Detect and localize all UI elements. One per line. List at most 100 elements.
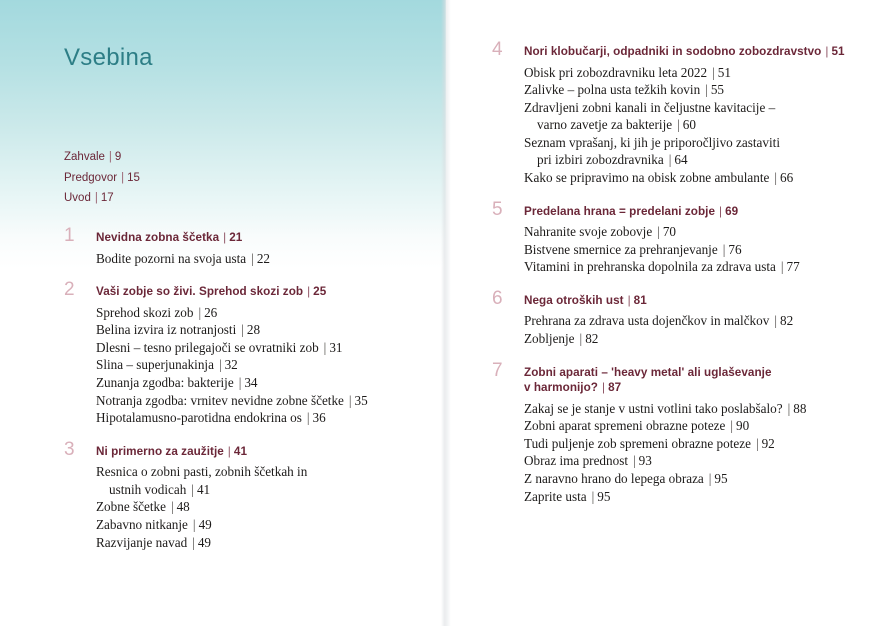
toc-subitem[interactable]: Belina izvira iz notranjosti | 28 — [96, 321, 434, 339]
toc-subitem[interactable]: Hipotalamusno-parotidna endokrina os | 36 — [96, 409, 434, 427]
chapter-block: 3 Ni primerno za zaužitje | 41 Resnica o zob… — [64, 438, 434, 552]
subitem-page-number: 60 — [682, 117, 696, 133]
subitem-text: Vitamini in prehranska dopolnila za zdra… — [524, 259, 776, 275]
subitem-page-number: 49 — [197, 534, 212, 550]
subitem-text: Hipotalamusno-parotidna endokrina os — [96, 410, 302, 426]
chapter-title: Ni primerno za zaužitje | 41 — [96, 444, 247, 460]
subitem-text: Zobljenje — [524, 331, 575, 347]
chapter-title-text: Nori klobučarji, odpadniki in sodobno zo… — [524, 45, 822, 58]
toc-subitem[interactable]: Razvijanje navad | 49 — [96, 534, 434, 552]
toc-subitem[interactable]: Resnica o zobni pasti, zobnih ščetkah in… — [96, 463, 434, 498]
subitem-page-number: 82 — [779, 313, 794, 329]
toc-subitem[interactable]: Notranja zgodba: vrnitev nevidne zobne š… — [96, 392, 434, 410]
toc-subitem[interactable]: Zobljenje | 82 — [524, 330, 887, 348]
entry-separator: | — [307, 285, 311, 299]
chapter-heading[interactable]: 2 Vaši zobje so živi. Sprehod skozi zob | 2… — [64, 280, 434, 300]
toc-subitem[interactable]: Zakaj se je stanje v ustni votlini tako … — [524, 400, 887, 418]
entry-separator: | — [787, 400, 791, 416]
toc-subitem[interactable]: Obisk pri zobozdravniku leta 2022 | 51 — [524, 64, 887, 82]
subitem-page-number: 22 — [256, 250, 270, 266]
entry-separator: | — [774, 170, 778, 186]
entry-separator: | — [825, 45, 829, 58]
subitem-text: Resnica o zobni pasti, zobnih ščetkah in — [96, 464, 308, 480]
subitem-text-line2: varno zavetje za bakterije | 60 — [524, 116, 887, 134]
subitem-page-number: 49 — [198, 517, 212, 533]
chapter-title-text: Zobni aparati – 'heavy metal' ali uglaše… — [524, 365, 772, 379]
subitem-page-number: 32 — [224, 357, 238, 373]
subitem-page-number: 92 — [761, 435, 775, 451]
toc-subitem[interactable]: Sprehod skozi zob | 26 — [96, 304, 434, 322]
chapter-title-text: Ni primerno za zaužitje — [96, 444, 224, 458]
toc-subitem[interactable]: Seznam vprašanj, ki jih je priporočljivo… — [524, 134, 887, 169]
subitem-text: Zalivke – polna usta težkih kovin — [524, 82, 701, 98]
toc-subitem[interactable]: Zunanja zgodba: bakterije | 34 — [96, 374, 434, 392]
front-matter-entry[interactable]: Zahvale | 9 — [64, 147, 404, 168]
toc-subitem[interactable]: Zalivke – polna usta težkih kovin | 55 — [524, 81, 887, 99]
subitem-list: Obisk pri zobozdravniku leta 2022 | 51 Zali… — [524, 64, 887, 187]
subitem-text: Notranja zgodba: vrnitev nevidne zobne š… — [96, 392, 344, 408]
front-matter-label: Zahvale — [64, 151, 105, 163]
toc-subitem[interactable]: Zabavno nitkanje | 49 — [96, 516, 434, 534]
toc-subitem[interactable]: Vitamini in prehranska dopolnila za zdra… — [524, 258, 887, 276]
subitem-list: Prehrana za zdrava usta dojenčkov in mal… — [524, 312, 887, 347]
toc-subitem[interactable]: Zobni aparat spremeni obrazne poteze | 90 — [524, 417, 887, 435]
toc-subitem[interactable]: Bodite pozorni na svoja usta | 22 — [96, 250, 434, 268]
chapter-heading[interactable]: 7 Zobni aparati – 'heavy metal' ali uglaš… — [492, 361, 887, 396]
entry-separator: | — [323, 339, 327, 355]
chapter-number: 1 — [64, 225, 75, 246]
subitem-text: Sprehod skozi zob — [96, 304, 194, 320]
subitem-page-number: 77 — [786, 259, 800, 275]
entry-separator: | — [774, 313, 777, 329]
chapter-heading[interactable]: 5 Predelana hrana = predelani zobje | 69 — [492, 200, 887, 220]
chapter-block: 7 Zobni aparati – 'heavy metal' ali uglaš… — [492, 361, 887, 506]
entry-separator: | — [677, 117, 680, 133]
subitem-text: Razvijanje navad — [96, 534, 188, 550]
toc-subitem[interactable]: Zaprite usta | 95 — [524, 488, 887, 506]
chapter-title-text: Vaši zobje so živi. Sprehod skozi zob — [96, 285, 304, 299]
toc-subitem[interactable]: Zdravljeni zobni kanali in čeljustne kav… — [524, 99, 887, 134]
front-matter-entry[interactable]: Uvod | 17 — [64, 188, 404, 209]
chapter-title: Nevidna zobna ščetka | 21 — [96, 230, 242, 246]
toc-subitem[interactable]: Obraz ima prednost | 93 — [524, 452, 887, 470]
toc-subitem[interactable]: Zobne ščetke | 48 — [96, 498, 434, 516]
entry-separator: | — [657, 224, 660, 240]
chapter-title-text: Nega otroških ust — [524, 293, 624, 307]
subitem-text-continuation: ustnih vodicah — [109, 481, 187, 497]
chapter-heading[interactable]: 1 Nevidna zobna ščetka | 21 — [64, 225, 434, 246]
chapter-title: Nori klobučarji, odpadniki in sodobno zo… — [524, 44, 845, 60]
toc-subitem[interactable]: Kako se pripravimo na obisk zobne ambula… — [524, 169, 887, 187]
toc-subitem[interactable]: Dlesni – tesno prilegajoči se ovratniki … — [96, 339, 434, 357]
subitem-text: Belina izvira iz notranjosti — [96, 322, 237, 338]
subitem-page-number: 28 — [246, 322, 261, 338]
toc-subitem[interactable]: Prehrana za zdrava usta dojenčkov in mal… — [524, 312, 887, 330]
chapter-number: 3 — [64, 438, 75, 460]
subitem-page-number: 36 — [312, 410, 326, 426]
chapter-block: 2 Vaši zobje so živi. Sprehod skozi zob | 2… — [64, 280, 434, 427]
entry-separator: | — [755, 435, 759, 451]
subitem-text: Zobni aparat spremeni obrazne poteze — [524, 418, 726, 434]
chapter-title: Predelana hrana = predelani zobje | 69 — [524, 204, 738, 220]
subitem-text: Slina – superjunakinja — [96, 357, 214, 373]
subitem-page-number: 76 — [728, 241, 742, 257]
chapter-page-number: 69 — [725, 204, 739, 218]
entry-separator: | — [633, 453, 636, 469]
toc-subitem[interactable]: Slina – superjunakinja | 32 — [96, 356, 434, 374]
subitem-page-number: 70 — [662, 224, 676, 240]
entry-separator: | — [192, 517, 196, 533]
entry-separator: | — [94, 192, 98, 204]
chapter-heading[interactable]: 6 Nega otroških ust | 81 — [492, 289, 887, 309]
subitem-text: Dlesni – tesno prilegajoči se ovratniki … — [96, 339, 319, 355]
toc-subitem[interactable]: Tudi puljenje zob spremeni obrazne potez… — [524, 435, 887, 453]
subitem-text: Tudi puljenje zob spremeni obrazne potez… — [524, 435, 751, 451]
chapter-heading[interactable]: 3 Ni primerno za zaužitje | 41 — [64, 438, 434, 460]
entry-separator: | — [170, 499, 174, 515]
chapter-heading[interactable]: 4 Nori klobučarji, odpadniki in sodobno z… — [492, 40, 887, 60]
toc-subitem[interactable]: Nahranite svoje zobovje | 70 — [524, 223, 887, 241]
toc-subitem[interactable]: Bistvene smernice za prehranjevanje | 76 — [524, 241, 887, 259]
front-matter-entry[interactable]: Predgovor | 15 — [64, 168, 404, 189]
entry-separator: | — [218, 357, 222, 373]
toc-subitem[interactable]: Z naravno hrano do lepega obraza | 95 — [524, 470, 887, 488]
subitem-text: Obraz ima prednost — [524, 453, 628, 469]
subitem-text: Obisk pri zobozdravniku leta 2022 — [524, 64, 708, 80]
chapter-title: Nega otroških ust | 81 — [524, 293, 647, 309]
